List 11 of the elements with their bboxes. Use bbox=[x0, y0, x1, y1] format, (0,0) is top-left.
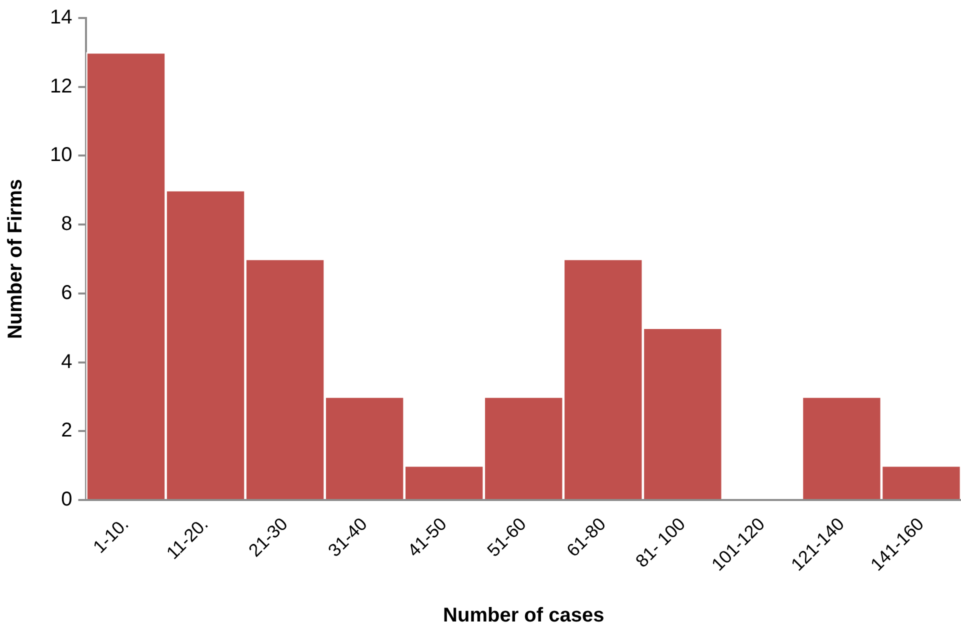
x-axis-title: Number of cases bbox=[443, 604, 604, 627]
y-tick-label: 14 bbox=[50, 6, 72, 29]
y-tick-label: 10 bbox=[50, 144, 72, 166]
y-tick-label: 2 bbox=[61, 420, 72, 442]
x-tick-label: 81- 100 bbox=[632, 514, 690, 572]
y-tick-label: 12 bbox=[50, 75, 72, 98]
y-tick-label: 4 bbox=[61, 350, 72, 373]
y-axis-title: Number of Firms bbox=[4, 178, 27, 340]
y-tick-label: 0 bbox=[61, 488, 72, 511]
y-tick-label: 8 bbox=[61, 213, 72, 236]
y-tick-label: 6 bbox=[61, 282, 72, 304]
